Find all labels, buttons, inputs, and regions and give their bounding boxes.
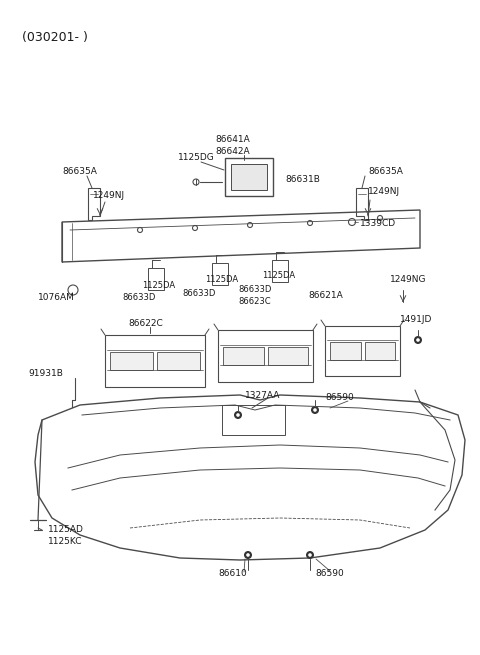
Text: 86635A: 86635A: [62, 168, 97, 176]
Bar: [267, 346, 308, 365]
Text: 1125DA: 1125DA: [205, 276, 238, 284]
Text: 1249NJ: 1249NJ: [368, 187, 400, 196]
Bar: [110, 352, 153, 370]
Text: 86633D: 86633D: [182, 290, 216, 299]
Text: (030201- ): (030201- ): [22, 31, 88, 45]
Circle shape: [313, 408, 317, 412]
Bar: [157, 352, 200, 370]
Bar: [364, 342, 395, 360]
Text: 1125AD: 1125AD: [48, 525, 84, 534]
Circle shape: [306, 551, 314, 559]
Circle shape: [416, 338, 420, 342]
Text: 86642A: 86642A: [215, 147, 250, 155]
Text: 86641A: 86641A: [215, 136, 250, 145]
Text: 1491JD: 1491JD: [400, 316, 432, 324]
Text: 1125DA: 1125DA: [262, 272, 295, 280]
Circle shape: [308, 553, 312, 557]
Text: 86590: 86590: [315, 569, 344, 578]
Text: 86633D: 86633D: [122, 293, 156, 303]
Circle shape: [311, 406, 319, 414]
Text: 86590: 86590: [325, 394, 354, 403]
Text: 86631B: 86631B: [285, 176, 320, 185]
Bar: [330, 342, 360, 360]
Circle shape: [244, 551, 252, 559]
Bar: [231, 164, 267, 190]
Text: 86621A: 86621A: [308, 291, 343, 299]
Text: 86622C: 86622C: [128, 318, 163, 328]
Circle shape: [236, 413, 240, 417]
Text: 1125DG: 1125DG: [178, 153, 215, 162]
Bar: [223, 346, 264, 365]
Circle shape: [234, 411, 242, 419]
Text: 1339CD: 1339CD: [360, 219, 396, 229]
Circle shape: [246, 553, 250, 557]
Text: 1249NJ: 1249NJ: [93, 191, 125, 200]
Text: 1125DA: 1125DA: [142, 280, 175, 290]
Bar: [148, 268, 164, 290]
Text: 86633D: 86633D: [238, 286, 271, 295]
Bar: [225, 158, 273, 196]
FancyBboxPatch shape: [218, 330, 313, 382]
Circle shape: [414, 336, 422, 344]
Text: 91931B: 91931B: [28, 369, 63, 377]
Bar: [212, 263, 228, 285]
Text: 86635A: 86635A: [368, 168, 403, 176]
Text: 86610: 86610: [218, 569, 247, 578]
Text: 1249NG: 1249NG: [390, 276, 427, 284]
Text: 86623C: 86623C: [238, 297, 271, 307]
Text: 1125KC: 1125KC: [48, 538, 83, 546]
FancyBboxPatch shape: [105, 335, 205, 387]
Text: 1076AM: 1076AM: [38, 293, 75, 303]
FancyBboxPatch shape: [325, 326, 400, 376]
Text: 1327AA: 1327AA: [245, 390, 280, 400]
Bar: [272, 260, 288, 282]
